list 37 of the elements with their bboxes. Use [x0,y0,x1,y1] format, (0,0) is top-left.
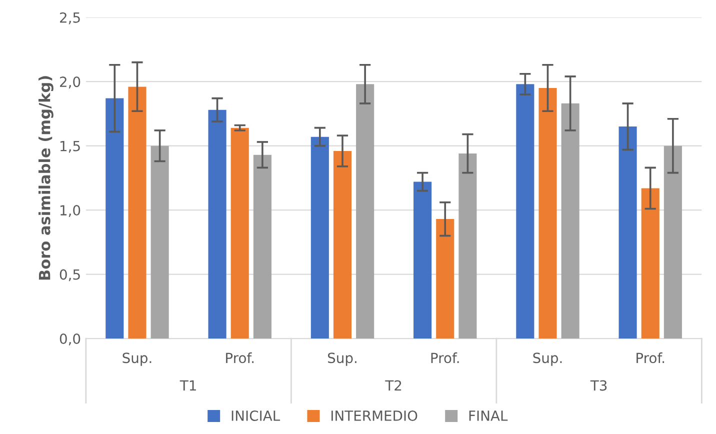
bar [458,154,477,339]
x-tick-label: Prof. [226,352,254,364]
legend-label: INICIAL [232,410,280,421]
text: T2 [385,380,402,391]
bar [436,219,454,339]
bar [106,98,124,339]
y-tick-label: 1,0 [60,205,80,217]
x-tick-label: Sup. [122,352,152,366]
x-tick-label: Sup. [328,352,356,366]
bar [641,188,660,339]
x-tick-label: Prof. [636,352,664,364]
y-tick-label: 1,5 [60,140,80,153]
legend-label: FINAL [469,410,508,421]
bar [664,146,682,339]
x-tick-label: Sup. [533,352,562,366]
bar [538,88,557,339]
bar [310,136,329,339]
bar [150,146,169,339]
bar [516,84,534,339]
legend-label: INTERMEDIO [331,410,418,421]
y-tick-label: 0,5 [60,269,80,282]
bar [561,103,580,339]
y-tick-label: 2,0 [60,76,80,88]
bar [618,126,637,339]
x-tick-label: Prof. [431,352,459,364]
bar [208,110,226,339]
text: T1 [180,380,196,391]
text: T3 [590,380,607,391]
bar [128,86,146,339]
y-tick-label: 0,0 [60,333,80,346]
y-tick-label: 2,5 [60,12,80,24]
bar [333,150,352,339]
bar [230,128,249,339]
bar [414,182,432,339]
bar [253,154,272,339]
bar [356,84,374,339]
y-axis-title: Boro asimilable (mg/kg) [38,76,54,280]
